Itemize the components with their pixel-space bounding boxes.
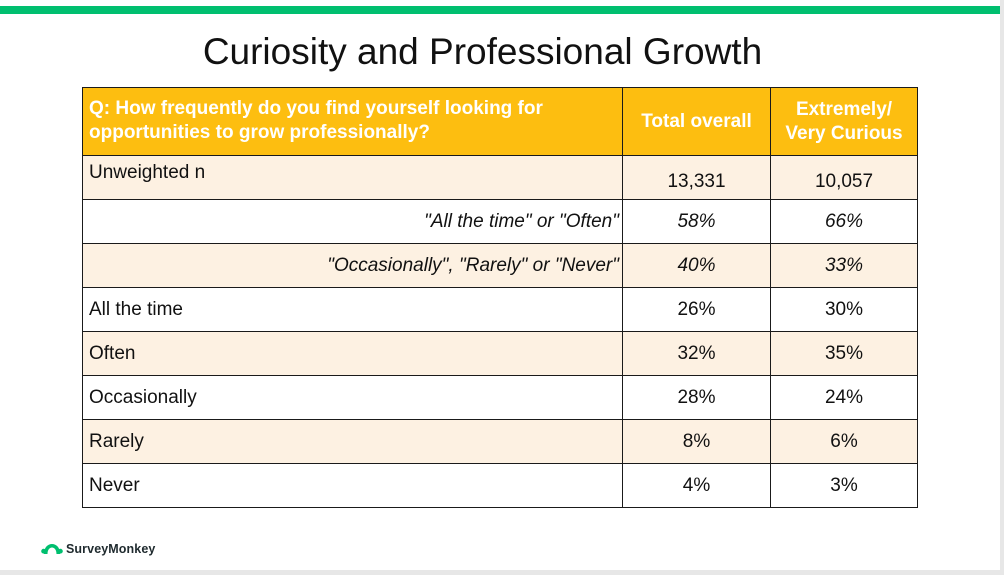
row-label: Rarely <box>82 419 623 464</box>
curious-value: 35% <box>770 331 918 376</box>
table-row: Occasionally 28% 24% <box>82 375 918 420</box>
table-header-row: Q: How frequently do you find yourself l… <box>82 87 918 156</box>
surveymonkey-logo: SurveyMonkey <box>41 539 155 559</box>
results-table: Q: How frequently do you find yourself l… <box>82 87 918 508</box>
curious-value: 30% <box>770 287 918 332</box>
total-value: 8% <box>622 419 771 464</box>
total-value: 40% <box>622 243 771 288</box>
surveymonkey-logo-text: SurveyMonkey <box>66 542 156 556</box>
total-value: 4% <box>622 463 771 508</box>
table-row: All the time 26% 30% <box>82 287 918 332</box>
surveymonkey-logo-icon <box>41 542 63 556</box>
curious-value: 66% <box>770 199 918 244</box>
row-label: Never <box>82 463 623 508</box>
table-row: Never 4% 3% <box>82 463 918 508</box>
table-row: Often 32% 35% <box>82 331 918 376</box>
row-label: Unweighted n <box>82 155 623 200</box>
slide-title: Curiosity and Professional Growth <box>202 31 763 72</box>
table-row: "All the time" or "Often" 58% 66% <box>82 199 918 244</box>
curious-value: 24% <box>770 375 918 420</box>
row-label: Often <box>82 331 623 376</box>
table-row: Rarely 8% 6% <box>82 419 918 464</box>
accent-bar <box>0 6 1000 14</box>
curious-value: 10,057 <box>770 155 918 200</box>
row-label: Occasionally <box>82 375 623 420</box>
table-row: Unweighted n 13,331 10,057 <box>82 155 918 200</box>
question-header: Q: How frequently do you find yourself l… <box>82 87 623 156</box>
total-overall-header: Total overall <box>622 87 771 156</box>
curious-value: 33% <box>770 243 918 288</box>
curious-value: 3% <box>770 463 918 508</box>
total-value: 13,331 <box>622 155 771 200</box>
row-label: "Occasionally", "Rarely" or "Never" <box>82 243 623 288</box>
total-value: 58% <box>622 199 771 244</box>
total-value: 32% <box>622 331 771 376</box>
row-label: All the time <box>82 287 623 332</box>
extremely-very-curious-header: Extremely/ Very Curious <box>770 87 918 156</box>
curious-value: 6% <box>770 419 918 464</box>
total-value: 26% <box>622 287 771 332</box>
row-label: "All the time" or "Often" <box>82 199 623 244</box>
total-value: 28% <box>622 375 771 420</box>
table-row: "Occasionally", "Rarely" or "Never" 40% … <box>82 243 918 288</box>
